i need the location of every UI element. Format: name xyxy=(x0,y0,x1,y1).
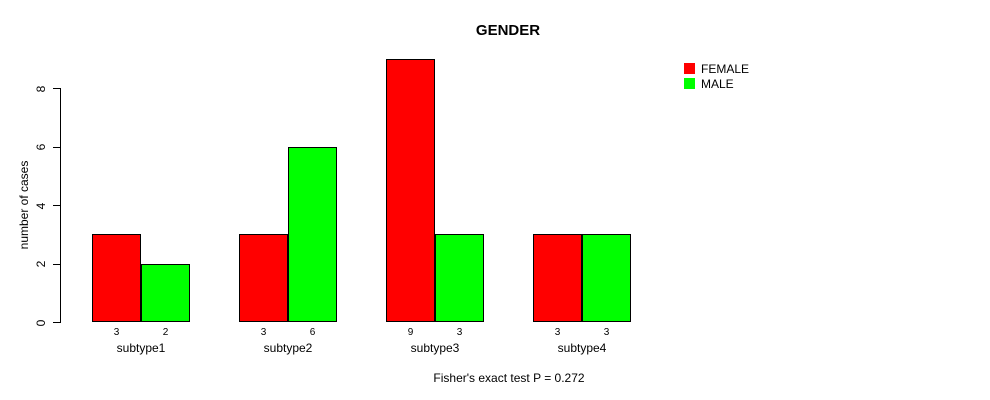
value-label: 9 xyxy=(407,327,414,338)
legend-swatch-male xyxy=(684,78,695,89)
legend-swatch-female xyxy=(684,63,695,74)
value-label: 3 xyxy=(260,327,267,338)
value-label: 3 xyxy=(456,327,463,338)
value-label: 6 xyxy=(309,327,316,338)
y-axis-tick-label: 6 xyxy=(34,143,48,151)
legend: FEMALE MALE xyxy=(684,61,750,91)
y-axis-tick xyxy=(53,88,60,89)
caption-fishers-test: Fisher's exact test P = 0.272 xyxy=(433,371,585,385)
legend-label-male: MALE xyxy=(701,76,734,91)
value-label: 3 xyxy=(554,327,561,338)
y-axis-tick xyxy=(53,322,60,323)
bar-female-subtype2 xyxy=(239,234,288,322)
value-label: 2 xyxy=(162,327,169,338)
bar-male-subtype3 xyxy=(435,234,484,322)
chart-title: GENDER xyxy=(475,22,541,39)
bar-male-subtype4 xyxy=(582,234,631,322)
y-axis-tick-label: 0 xyxy=(34,319,48,326)
bar-female-subtype3 xyxy=(386,58,435,322)
category-label-subtype2: subtype2 xyxy=(263,341,313,355)
y-axis-tick xyxy=(53,146,60,148)
legend-row-female: FEMALE xyxy=(684,61,750,76)
y-axis-tick-label: 2 xyxy=(34,260,48,268)
category-label-subtype1: subtype1 xyxy=(116,341,166,355)
y-axis-tick-label: 4 xyxy=(34,202,48,209)
legend-row-male: MALE xyxy=(684,76,749,91)
y-axis-tick xyxy=(53,263,60,265)
bar-male-subtype2 xyxy=(288,146,337,322)
y-axis-line xyxy=(60,88,61,323)
category-label-subtype3: subtype3 xyxy=(410,341,460,355)
y-axis-label: number of cases xyxy=(17,160,31,250)
bar-male-subtype1 xyxy=(141,263,190,322)
y-axis-tick-label: 8 xyxy=(34,85,48,92)
value-label: 3 xyxy=(603,327,610,338)
value-label: 3 xyxy=(113,327,120,338)
y-axis-tick xyxy=(53,205,60,206)
bar-female-subtype4 xyxy=(533,234,582,322)
legend-label-female: FEMALE xyxy=(701,61,750,76)
category-label-subtype4: subtype4 xyxy=(557,341,607,355)
bar-female-subtype1 xyxy=(92,234,141,322)
